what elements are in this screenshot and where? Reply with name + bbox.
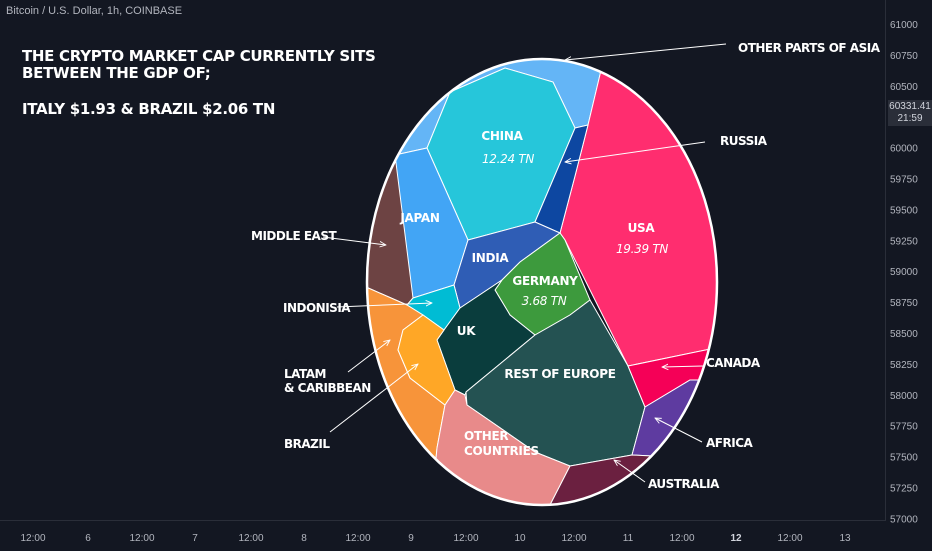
cell-russia [534, 124, 589, 234]
label-brazil: BRAZIL [284, 437, 330, 451]
ellipse-outline [365, 57, 719, 507]
y-tick-label: 57500 [890, 453, 918, 464]
x-tick-label: 11 [623, 533, 634, 544]
y-tick-label: 59250 [890, 236, 918, 247]
y-tick-label: 58250 [890, 360, 918, 371]
label-other-countries-2: COUNTRIES [464, 444, 539, 458]
x-tick-label: 12:00 [20, 533, 45, 544]
last-price-countdown: 21:59 [897, 113, 923, 124]
headline-line-2: BETWEEN THE GDP OF; [22, 64, 211, 82]
y-tick-label: 58000 [890, 391, 918, 402]
x-tick-label: 12:00 [129, 533, 154, 544]
label-canada: CANADA [706, 356, 761, 370]
label-africa: AFRICA [706, 436, 753, 450]
x-tick-label: 12:00 [669, 533, 694, 544]
y-tick-label: 59000 [890, 267, 918, 278]
label-australia: AUSTRALIA [648, 477, 720, 491]
x-tick-label: 12:00 [777, 533, 802, 544]
label-usa: USA [628, 221, 656, 235]
label-russia: RUSSIA [720, 134, 768, 148]
y-tick-label: 57000 [890, 514, 918, 525]
y-tick-label: 59750 [890, 175, 918, 186]
last-price-badge: 60331.41 21:59 [888, 100, 932, 126]
x-tick-label: 12:00 [561, 533, 586, 544]
price-axis[interactable] [885, 0, 932, 520]
arrow-brazil [329, 364, 418, 433]
y-tick-label: 60000 [890, 144, 918, 155]
x-tick-label: 12 [730, 533, 742, 544]
arrow-russia [565, 141, 706, 162]
label-germany-value: 3.68 TN [522, 294, 567, 308]
label-usa-value: 19.39 TN [616, 242, 668, 256]
arrow-latam [347, 340, 390, 373]
label-indonisia: INDONISIA [283, 301, 351, 315]
headline-line-3: ITALY $1.93 & BRAZIL $2.06 TN [22, 100, 276, 118]
arrow-indonisia [336, 303, 432, 308]
y-tick-label: 61000 [890, 20, 918, 31]
x-tick-label: 12:00 [238, 533, 263, 544]
x-tick-label: 9 [408, 533, 414, 544]
label-rest-of-europe: REST OF EUROPE [504, 367, 615, 381]
x-tick-label: 8 [301, 533, 307, 544]
label-japan: JAPAN [399, 211, 439, 225]
y-tick-label: 60750 [890, 51, 918, 62]
arrow-other-parts-of-asia [565, 43, 727, 60]
arrow-canada [662, 366, 704, 367]
label-middle-east: MIDDLE EAST [251, 229, 337, 243]
y-tick-label: 57750 [890, 422, 918, 433]
time-axis[interactable] [0, 520, 886, 551]
x-tick-label: 12:00 [345, 533, 370, 544]
headline-text: THE CRYPTO MARKET CAP CURRENTLY SITS BET… [22, 48, 376, 82]
label-india: INDIA [472, 251, 510, 265]
label-other-countries-1: OTHER [464, 429, 508, 443]
y-tick-label: 58750 [890, 298, 918, 309]
label-germany: GERMANY [512, 274, 578, 288]
x-tick-label: 6 [85, 533, 91, 544]
label-china: CHINA [481, 129, 523, 143]
arrow-middle-east [322, 236, 386, 245]
headline-line-1: THE CRYPTO MARKET CAP CURRENTLY SITS [22, 47, 376, 65]
y-tick-label: 57250 [890, 484, 918, 495]
y-tick-label: 60500 [890, 82, 918, 93]
y-tick-label: 58500 [890, 329, 918, 340]
x-tick-label: 13 [839, 533, 851, 544]
last-price-value: 60331.41 [889, 101, 931, 112]
x-tick-label: 10 [514, 533, 526, 544]
label-china-value: 12.24 TN [482, 152, 534, 166]
label-uk: UK [457, 324, 476, 338]
arrow-africa [655, 418, 703, 443]
x-tick-label: 12:00 [453, 533, 478, 544]
symbol-header: Bitcoin / U.S. Dollar, 1h, COINBASE [6, 5, 183, 17]
x-tick-label: 7 [192, 533, 198, 544]
label-latam-2: & CARIBBEAN [284, 381, 371, 395]
arrow-australia [614, 460, 646, 483]
y-tick-label: 59500 [890, 205, 918, 216]
label-other-parts-of-asia: OTHER PARTS OF ASIA [738, 41, 881, 55]
label-latam-1: LATAM [284, 367, 326, 381]
